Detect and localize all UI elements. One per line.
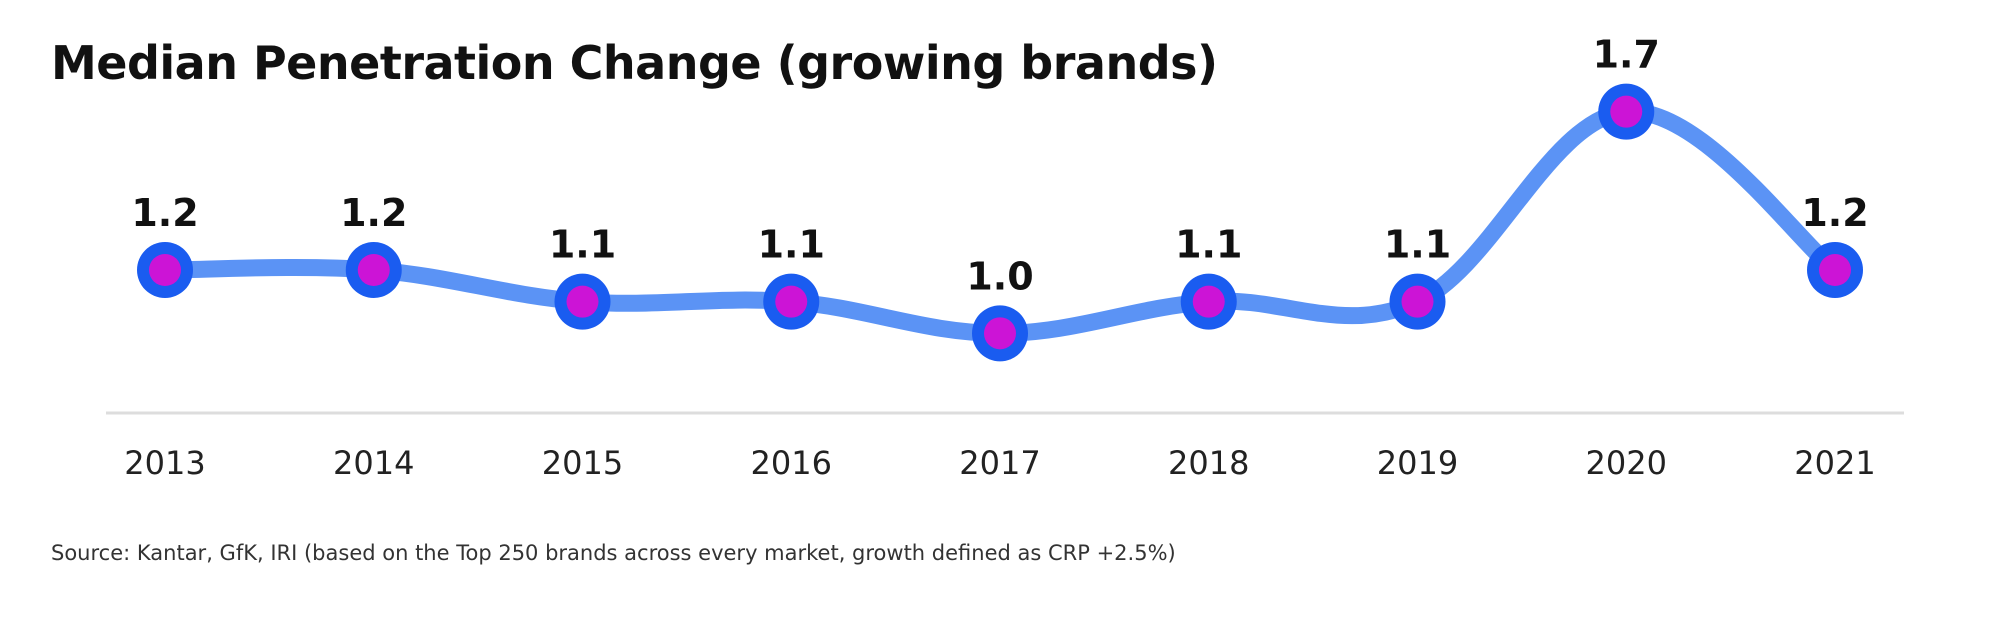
data-label-2015: 1.1 [549, 223, 616, 267]
data-label-2019: 1.1 [1384, 223, 1451, 267]
x-tick-label-2021: 2021 [1794, 444, 1875, 482]
marker-point-2019 [1401, 285, 1434, 318]
marker-point-2016 [775, 285, 808, 318]
x-tick-label-2018: 2018 [1168, 444, 1249, 482]
chart-title: Median Penetration Change (growing brand… [51, 36, 1218, 90]
x-tick-label-2017: 2017 [959, 444, 1040, 482]
x-tick-label-2016: 2016 [751, 444, 832, 482]
data-label-2018: 1.1 [1175, 223, 1242, 267]
marker-point-2015 [566, 285, 599, 318]
marker-point-2017 [984, 317, 1016, 350]
x-tick-label-2013: 2013 [124, 444, 205, 482]
data-labels: 1.2 1.2 1.1 1.1 1.0 1.1 1.1 1.7 1.2 [131, 33, 1868, 299]
data-label-2013: 1.2 [131, 191, 198, 235]
x-tick-label-2020: 2020 [1586, 444, 1667, 482]
x-axis-tick-labels: 2013 2014 2015 2016 2017 2018 2019 2020 2021 [124, 444, 1875, 482]
marker-point-2021 [1819, 254, 1851, 286]
x-tick-label-2015: 2015 [542, 444, 623, 482]
marker-point-2020 [1610, 95, 1643, 128]
marker-point-2013 [149, 254, 181, 286]
marker-point-2018 [1192, 285, 1225, 318]
data-label-2021: 1.2 [1801, 191, 1868, 235]
series-line [156, 103, 1844, 342]
data-label-2020: 1.7 [1593, 33, 1660, 77]
x-tick-label-2019: 2019 [1377, 444, 1458, 482]
data-markers [137, 83, 1863, 362]
source-note: Source: Kantar, GfK, IRI (based on the T… [51, 541, 1176, 565]
data-label-2016: 1.1 [758, 223, 825, 267]
x-tick-label-2014: 2014 [333, 444, 414, 482]
data-label-2014: 1.2 [340, 191, 407, 235]
marker-point-2014 [357, 254, 390, 286]
data-label-2017: 1.0 [966, 254, 1033, 298]
